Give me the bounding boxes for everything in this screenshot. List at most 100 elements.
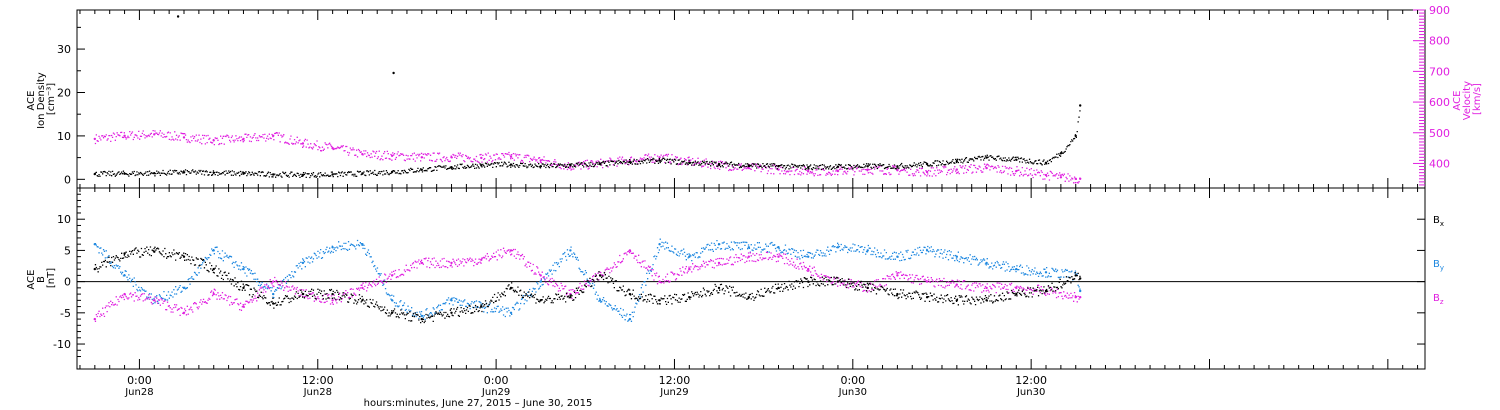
bx-series-point xyxy=(688,296,691,299)
density-series-point xyxy=(1059,152,1063,155)
bz-series-point xyxy=(123,292,126,296)
density-series-point xyxy=(896,165,899,168)
bz-series-point xyxy=(390,274,394,277)
velocity-series-point xyxy=(331,146,334,150)
bx-series-point xyxy=(509,286,513,290)
velocity-tick-label: 800 xyxy=(1429,35,1450,48)
time-axis-ticks: 0:00Jun2812:00Jun280:00Jun2912:00Jun290:… xyxy=(79,10,1419,398)
bz-series-trace xyxy=(94,247,1081,322)
velocity-series-point xyxy=(93,137,97,141)
bz-series-point xyxy=(331,299,334,302)
density-series xyxy=(93,104,1082,179)
velocity-series-point xyxy=(420,156,423,159)
bz-series-point xyxy=(1074,296,1077,299)
axis-label-line: [km/s] xyxy=(1472,83,1483,115)
bz-series-point xyxy=(212,292,215,296)
bx-series-point xyxy=(896,292,899,296)
velocity-axis-label: ACE Velocity [km/s] xyxy=(1452,78,1483,120)
bx-series-point xyxy=(1074,274,1077,277)
bz-series-point xyxy=(658,280,661,283)
bz-series-point xyxy=(509,249,513,252)
density-series-point xyxy=(807,166,810,169)
by-series-point xyxy=(450,299,453,302)
bx-series-point xyxy=(331,292,334,296)
bx-series-point xyxy=(242,286,245,290)
bx-series-point xyxy=(153,250,156,253)
density-series-point xyxy=(123,172,126,175)
density-series-point xyxy=(509,163,513,166)
velocity-series-point xyxy=(480,156,483,160)
legend-label: B xyxy=(1433,259,1440,270)
density-axis-ticks: 0 10 20 30 xyxy=(57,26,85,186)
density-series-point xyxy=(301,173,305,177)
by-series-point xyxy=(955,255,958,258)
density-series-point xyxy=(985,156,988,159)
velocity-series-point xyxy=(242,137,245,141)
velocity-series-point xyxy=(985,166,988,170)
density-series-point xyxy=(1079,104,1082,107)
axis-label-line: ACE xyxy=(1452,91,1463,111)
bx-series-point xyxy=(658,299,661,302)
bx-series-point xyxy=(1044,289,1048,293)
velocity-tick-label: 700 xyxy=(1429,65,1450,78)
bz-series-point xyxy=(93,317,97,321)
bz-series-point xyxy=(896,274,899,277)
date-tick-label: Jun29 xyxy=(481,387,510,398)
density-series-point xyxy=(747,164,750,167)
density-series-point xyxy=(242,172,245,175)
velocity-series-point xyxy=(1044,173,1048,177)
velocity-series-point xyxy=(182,136,186,139)
density-series-point xyxy=(361,172,364,175)
velocity-series-point xyxy=(1015,169,1018,173)
legend-subscript: z xyxy=(1440,298,1444,306)
bx-series-trace xyxy=(94,246,1081,324)
bz-series-point xyxy=(1079,296,1082,299)
time-tick-label: 0:00 xyxy=(127,374,152,387)
bx-series-point xyxy=(717,286,721,290)
density-series-point xyxy=(925,162,929,166)
density-series-point xyxy=(598,162,602,166)
by-series-point xyxy=(182,286,186,290)
velocity-tick-label: 600 xyxy=(1429,96,1450,109)
velocity-series-point xyxy=(658,156,661,159)
b-tick-label: -5 xyxy=(60,307,71,320)
by-series-point xyxy=(1079,289,1082,293)
bx-series-point xyxy=(480,305,483,308)
velocity-series-point xyxy=(1074,177,1077,180)
bz-series-point xyxy=(182,311,186,314)
density-series-point xyxy=(658,159,661,162)
density-tick-label: 20 xyxy=(57,86,71,99)
by-series-point xyxy=(301,261,305,265)
bz-series-point xyxy=(628,249,632,252)
bx-series-point xyxy=(1015,292,1018,296)
b-tick-label: -10 xyxy=(53,338,71,351)
velocity-series-point xyxy=(1059,176,1063,179)
bx-series-point xyxy=(539,299,542,302)
bx-series-point xyxy=(807,280,810,283)
bx-series-point xyxy=(925,296,929,299)
density-series-point xyxy=(480,164,483,167)
density-tick-label: 0 xyxy=(64,173,71,186)
velocity-series-point xyxy=(866,168,869,171)
bx-series-point xyxy=(747,296,750,299)
density-outlier-point xyxy=(176,15,180,18)
by-series-point xyxy=(272,292,275,296)
velocity-tick-label: 400 xyxy=(1429,157,1450,170)
by-series-point xyxy=(717,243,721,246)
bx-series-point xyxy=(777,286,780,290)
by-series-point xyxy=(93,243,97,246)
bz-series xyxy=(93,247,1082,322)
density-series-point xyxy=(777,165,780,168)
legend-by-series: By xyxy=(1433,259,1444,272)
velocity-series-point xyxy=(925,170,929,174)
velocity-series-point xyxy=(1079,177,1082,180)
bx-series-point xyxy=(450,311,453,314)
bz-series-point xyxy=(955,283,958,286)
density-series-point xyxy=(1074,134,1077,138)
bz-series-point xyxy=(777,255,780,258)
bz-series-point xyxy=(153,299,156,302)
magnetic-field-axis-ticks: -10 -5 0 5 10 xyxy=(53,193,1425,358)
density-series-point xyxy=(450,166,453,169)
